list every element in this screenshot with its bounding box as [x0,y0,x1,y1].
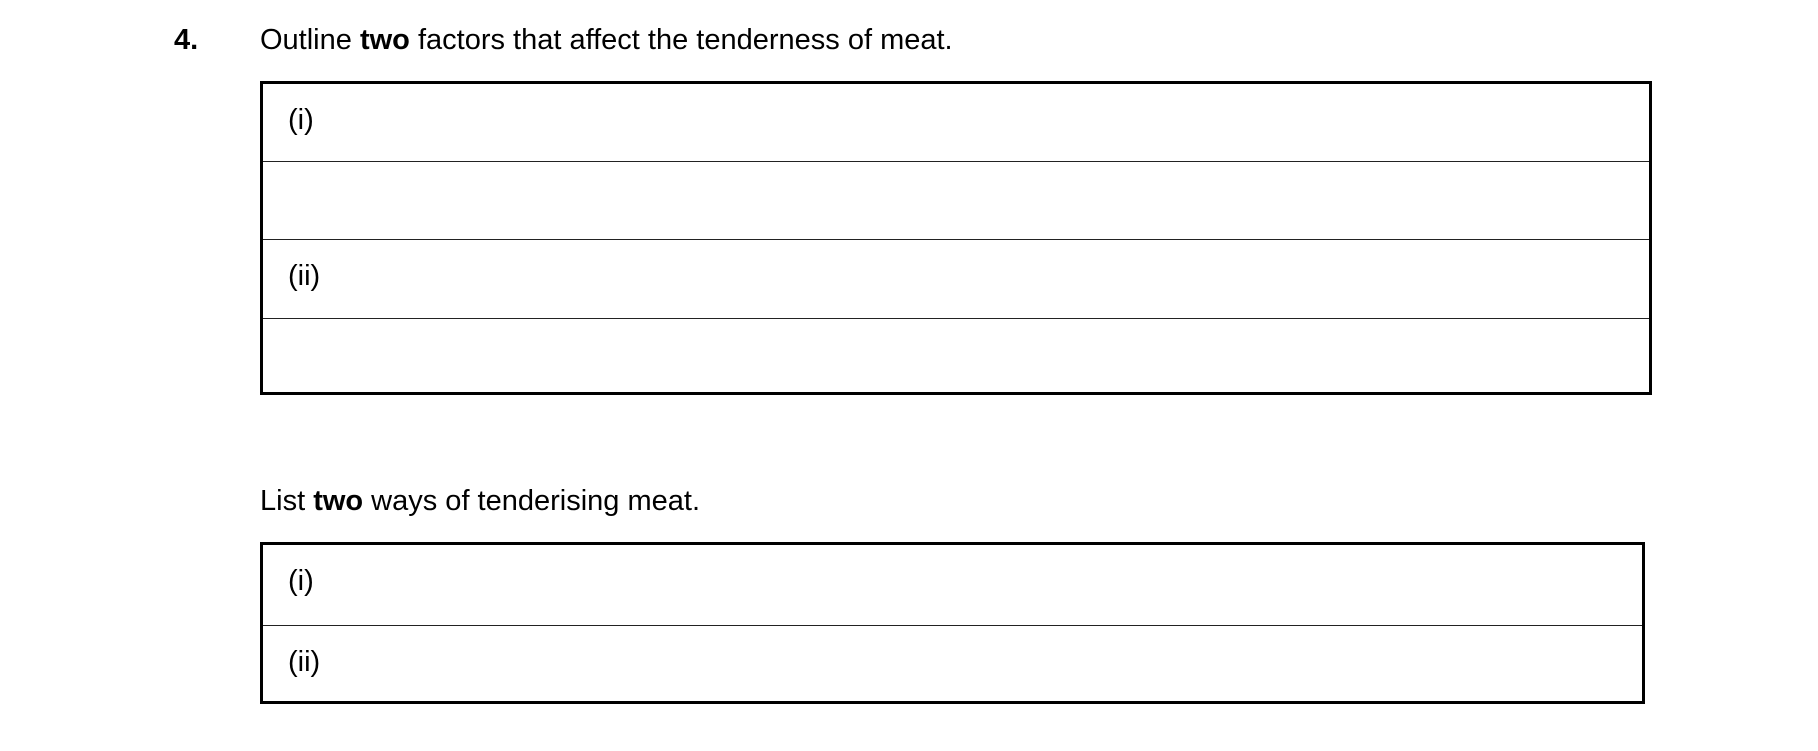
prompt-text: factors that affect the tenderness of me… [409,24,953,56]
row-label: (ii) [288,646,321,678]
row-label: (i) [288,565,314,597]
answer-row[interactable] [263,162,1649,240]
answer-row[interactable] [263,319,1649,392]
question-prompt-b: List two ways of tenderising meat. [260,485,700,518]
answer-row[interactable]: (ii) [263,240,1649,319]
row-label: (i) [288,104,314,136]
answer-box-b: (i) (ii) [260,542,1645,704]
prompt-text: Outline [260,24,360,56]
prompt-emphasis: two [313,485,364,517]
row-label: (ii) [288,260,321,292]
answer-row[interactable]: (i) [263,84,1649,162]
question-number: 4. [174,24,199,56]
answer-box-a: (i) (ii) [260,81,1652,395]
question-prompt-a: Outline two factors that affect the tend… [260,24,953,57]
answer-row[interactable]: (ii) [263,626,1642,701]
prompt-text: List [260,485,314,517]
prompt-text: ways of tenderising meat. [363,485,701,517]
answer-row[interactable]: (i) [263,545,1642,626]
prompt-emphasis: two [359,24,410,56]
